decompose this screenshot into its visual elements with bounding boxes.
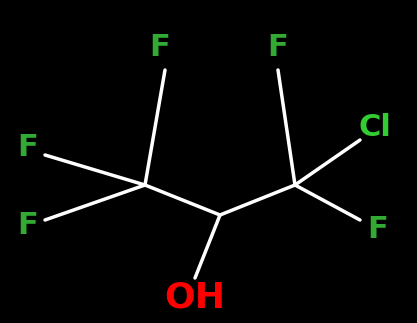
Text: F: F [18,133,38,162]
Text: F: F [150,34,171,62]
Text: Cl: Cl [359,113,392,142]
Text: OH: OH [164,281,226,315]
Text: F: F [368,215,388,245]
Text: F: F [268,34,289,62]
Text: F: F [18,211,38,239]
